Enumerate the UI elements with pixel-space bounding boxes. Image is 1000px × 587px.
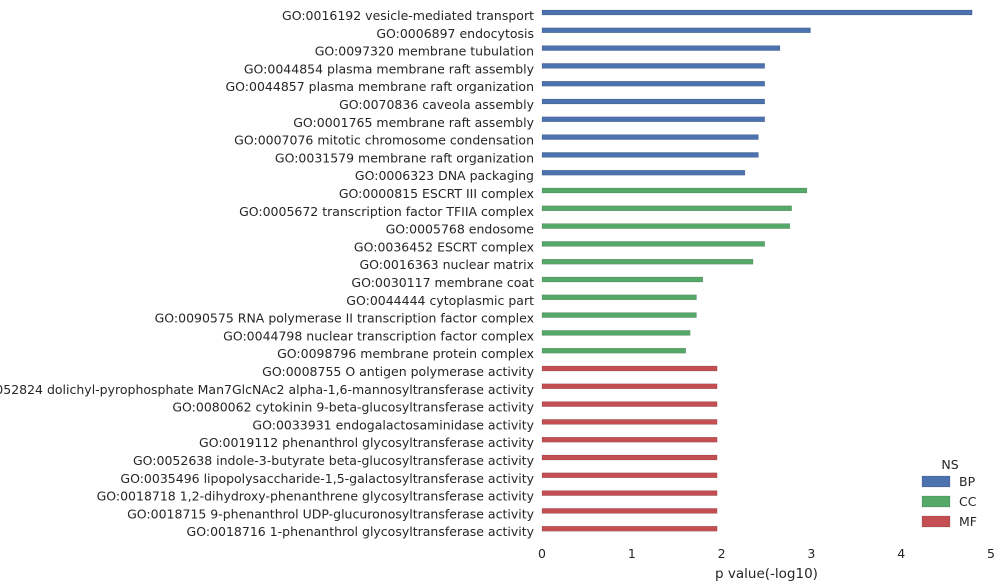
- category-label: GO:0008755 O antigen polymerase activity: [262, 364, 534, 379]
- category-label: GO:0044444 cytoplasmic part: [346, 293, 534, 308]
- category-label: GO:0018715 9-phenanthrol UDP-glucuronosy…: [127, 506, 534, 521]
- bar-cc: [541, 312, 697, 318]
- category-label: GO:0044854 plasma membrane raft assembly: [244, 61, 535, 76]
- bar-cc: [541, 205, 792, 212]
- bar-bp: [541, 63, 765, 69]
- bar-cc: [541, 187, 808, 194]
- bar-bp: [541, 9, 973, 16]
- legend-label-bp: BP: [959, 474, 976, 489]
- category-label: GO:0016192 vesicle-mediated transport: [282, 8, 534, 23]
- bar-cc: [541, 294, 697, 301]
- category-label: GO:0016363 nuclear matrix: [359, 257, 534, 272]
- bar-mf: [541, 365, 718, 372]
- bar-mf: [541, 490, 718, 496]
- bar-bp: [541, 134, 759, 140]
- x-axis: 0 1 2 3 4 5: [538, 546, 995, 561]
- category-label: GO:0031579 membrane raft organization: [275, 150, 534, 165]
- category-label: GO:0098796 membrane protein complex: [277, 346, 534, 361]
- bar-mf: [541, 436, 718, 443]
- category-label: GO:0052824 dolichyl-pyrophosphate Man7Gl…: [0, 382, 535, 397]
- legend-swatch-cc: [921, 495, 951, 508]
- bar-cc: [541, 276, 703, 283]
- category-label: GO:0033931 endogalactosaminidase activit…: [252, 417, 534, 432]
- bars: [541, 9, 973, 532]
- category-label: GO:0000815 ESCRT III complex: [339, 186, 534, 201]
- bar-cc: [541, 347, 686, 354]
- x-tick-label: 3: [807, 546, 815, 561]
- category-label: GO:0080062 cytokinin 9-beta-glucosyltran…: [172, 400, 534, 415]
- category-label: GO:0070836 caveola assembly: [339, 97, 534, 112]
- bar-bp: [541, 98, 765, 105]
- category-label: GO:0044798 nuclear transcription factor …: [223, 328, 534, 343]
- category-label: GO:0018716 1-phenanthrol glycosyltransfe…: [187, 524, 535, 539]
- bar-mf: [541, 454, 718, 461]
- category-label: GO:0005672 transcription factor TFIIA co…: [239, 204, 534, 219]
- bar-cc: [541, 330, 691, 336]
- x-tick-label: 4: [897, 546, 905, 561]
- x-tick-label: 0: [538, 546, 546, 561]
- bar-mf: [541, 508, 718, 514]
- legend-label-cc: CC: [959, 494, 977, 509]
- category-label: GO:0018718 1,2-dihydroxy-phenanthrene gl…: [97, 489, 535, 504]
- bar-mf: [541, 525, 718, 532]
- bar-mf: [541, 401, 718, 407]
- x-tick-label: 1: [628, 546, 636, 561]
- bar-cc: [541, 241, 765, 247]
- bar-bp: [541, 45, 781, 51]
- bar-mf: [541, 419, 718, 425]
- category-label: GO:0006897 endocytosis: [376, 26, 534, 41]
- bar-bp: [541, 152, 759, 158]
- bar-mf: [541, 472, 718, 479]
- category-label: GO:0090575 RNA polymerase II transcripti…: [155, 311, 534, 326]
- x-tick-label: 5: [987, 546, 995, 561]
- category-label: GO:0035496 lipopolysaccharide-1,5-galact…: [120, 471, 534, 486]
- x-tick-label: 2: [718, 546, 726, 561]
- legend-swatch-mf: [921, 515, 951, 528]
- bar-cc: [541, 223, 791, 229]
- legend-title: NS: [941, 457, 958, 472]
- category-label: GO:0036452 ESCRT complex: [354, 239, 534, 254]
- x-axis-title: p value(-log10): [715, 566, 818, 582]
- category-label: GO:0006323 DNA packaging: [355, 168, 534, 183]
- bar-bp: [541, 116, 765, 123]
- bar-bp: [541, 80, 765, 87]
- bar-mf: [541, 383, 718, 390]
- bar-bp: [541, 169, 746, 176]
- category-label: GO:0044857 plasma membrane raft organiza…: [226, 79, 535, 94]
- category-label: GO:0030117 membrane coat: [351, 275, 534, 290]
- category-label: GO:0052638 indole-3-butyrate beta-glucos…: [133, 453, 535, 468]
- category-label: GO:0007076 mitotic chromosome condensati…: [234, 133, 534, 148]
- category-labels: GO:0016192 vesicle-mediated transport GO:…: [0, 8, 535, 539]
- category-label: GO:0001765 membrane raft assembly: [293, 115, 534, 130]
- bar-cc: [541, 258, 754, 265]
- legend-swatch-bp: [921, 475, 951, 488]
- bar-bp: [541, 27, 811, 34]
- category-label: GO:0097320 membrane tubulation: [315, 44, 534, 59]
- category-label: GO:0019112 phenanthrol glycosyltransfera…: [199, 435, 535, 450]
- legend-label-mf: MF: [959, 514, 977, 529]
- category-label: GO:0005768 endosome: [386, 222, 535, 237]
